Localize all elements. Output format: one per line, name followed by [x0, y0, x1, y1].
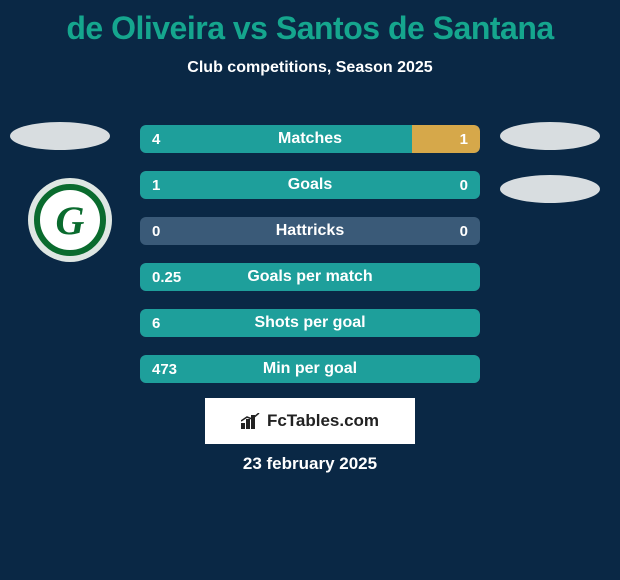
stat-left-value: 0.25	[152, 269, 181, 286]
stat-row: 473Min per goal	[140, 355, 480, 383]
stat-left-bar: 4	[140, 125, 412, 153]
stat-right-value: 0	[460, 223, 468, 240]
stat-row: 4Matches1	[140, 125, 480, 153]
club-left-inner: G	[34, 184, 106, 256]
stat-right-bar: 0	[468, 217, 480, 245]
club-left-badge: G	[28, 178, 112, 262]
comparison-title: de Oliveira vs Santos de Santana	[0, 0, 620, 47]
player-right-badge	[500, 122, 600, 150]
stat-right-bar: 1	[412, 125, 480, 153]
stat-row: 0.25Goals per match	[140, 263, 480, 291]
comparison-date: 23 february 2025	[0, 454, 620, 474]
stat-left-value: 1	[152, 177, 160, 194]
stat-left-bar: 0.25	[140, 263, 480, 291]
fctables-watermark: FcTables.com	[205, 398, 415, 444]
stat-left-bar: 6	[140, 309, 480, 337]
stat-left-value: 473	[152, 361, 177, 378]
player-left-badge	[10, 122, 110, 150]
stat-left-value: 4	[152, 131, 160, 148]
stat-left-value: 0	[152, 223, 160, 240]
comparison-subtitle: Club competitions, Season 2025	[0, 59, 620, 77]
stats-area: 4Matches11Goals00Hattricks00.25Goals per…	[140, 125, 480, 401]
stat-label: Hattricks	[140, 222, 480, 240]
stat-left-bar: 0	[140, 217, 160, 245]
stat-row: 0Hattricks0	[140, 217, 480, 245]
club-left-letter: G	[56, 197, 85, 244]
chart-icon	[241, 413, 261, 429]
stat-left-value: 6	[152, 315, 160, 332]
stat-left-bar: 1	[140, 171, 480, 199]
stat-right-value: 0	[460, 177, 468, 194]
stat-left-bar: 473	[140, 355, 480, 383]
club-right-badge	[500, 175, 600, 203]
stat-right-value: 1	[460, 131, 468, 148]
stat-row: 1Goals0	[140, 171, 480, 199]
fctables-text: FcTables.com	[267, 411, 379, 431]
stat-row: 6Shots per goal	[140, 309, 480, 337]
